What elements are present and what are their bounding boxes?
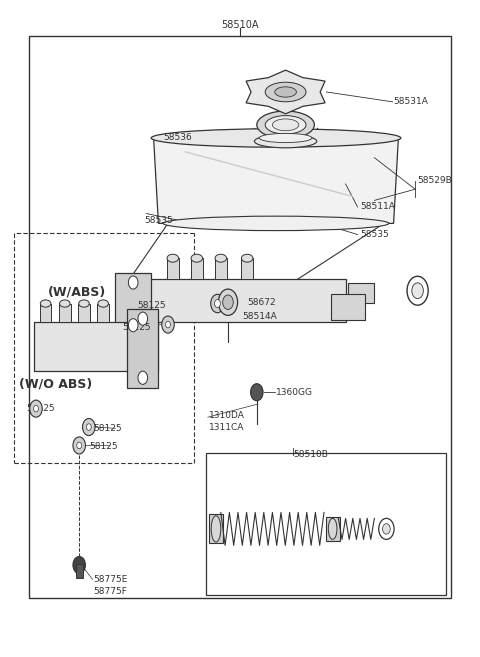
Text: 1311CA: 1311CA: [209, 422, 244, 432]
Circle shape: [383, 524, 390, 534]
Circle shape: [412, 283, 423, 299]
Text: 58125: 58125: [122, 323, 151, 332]
Text: (W/ABS): (W/ABS): [48, 286, 106, 299]
Text: 58775E: 58775E: [94, 575, 128, 584]
Bar: [29, 36, 451, 598]
Ellipse shape: [254, 135, 317, 148]
Circle shape: [30, 400, 42, 417]
Bar: [209, 514, 223, 543]
Circle shape: [211, 294, 224, 313]
Ellipse shape: [328, 518, 337, 539]
Circle shape: [138, 371, 148, 384]
Bar: [97, 304, 109, 322]
Circle shape: [218, 289, 238, 315]
Circle shape: [77, 442, 82, 449]
Circle shape: [251, 384, 263, 401]
Ellipse shape: [215, 254, 227, 262]
Text: 58535: 58535: [360, 230, 389, 239]
Text: 58672: 58672: [247, 298, 276, 307]
Circle shape: [86, 424, 91, 430]
Bar: [167, 258, 179, 279]
Ellipse shape: [191, 254, 203, 262]
Circle shape: [379, 518, 394, 539]
Text: 58535: 58535: [144, 215, 173, 225]
Ellipse shape: [211, 516, 221, 542]
Ellipse shape: [60, 300, 70, 307]
Bar: [215, 258, 227, 279]
Circle shape: [166, 321, 170, 328]
Bar: [191, 258, 203, 279]
Bar: [40, 304, 51, 322]
Text: 58510B: 58510B: [293, 450, 328, 459]
Circle shape: [83, 419, 95, 436]
Bar: [206, 453, 446, 595]
Polygon shape: [115, 273, 151, 335]
Bar: [326, 517, 340, 541]
Ellipse shape: [275, 87, 296, 97]
Ellipse shape: [241, 254, 253, 262]
Bar: [76, 564, 83, 578]
Circle shape: [128, 276, 138, 289]
Circle shape: [34, 405, 38, 412]
Bar: [59, 304, 71, 322]
Polygon shape: [154, 138, 398, 223]
Text: 1360GG: 1360GG: [276, 388, 313, 397]
Ellipse shape: [257, 111, 314, 139]
Text: 58531A: 58531A: [394, 97, 429, 106]
Bar: [241, 258, 253, 279]
Text: (W/O ABS): (W/O ABS): [19, 378, 93, 391]
Circle shape: [138, 312, 148, 325]
Circle shape: [223, 295, 233, 309]
Ellipse shape: [163, 216, 389, 231]
Bar: [348, 283, 374, 302]
Circle shape: [162, 316, 174, 333]
Circle shape: [128, 319, 138, 332]
Text: 58125: 58125: [137, 301, 166, 310]
Polygon shape: [127, 309, 158, 388]
Ellipse shape: [79, 300, 89, 307]
Polygon shape: [246, 70, 325, 114]
Ellipse shape: [265, 116, 306, 134]
Circle shape: [73, 556, 85, 574]
Ellipse shape: [40, 300, 51, 307]
Ellipse shape: [151, 129, 401, 147]
Circle shape: [215, 300, 220, 307]
Ellipse shape: [272, 119, 299, 131]
Text: 58510A: 58510A: [221, 20, 259, 30]
Bar: [78, 304, 90, 322]
Ellipse shape: [259, 133, 312, 143]
Circle shape: [73, 437, 85, 454]
Text: 1310DA: 1310DA: [209, 411, 245, 420]
Bar: [120, 279, 346, 322]
Bar: [331, 294, 365, 321]
Text: 58529B: 58529B: [418, 176, 452, 185]
Text: 58536: 58536: [163, 133, 192, 143]
Text: 58775F: 58775F: [94, 587, 128, 596]
Ellipse shape: [265, 82, 306, 102]
Text: 58125: 58125: [94, 424, 122, 433]
Text: 58514A: 58514A: [242, 312, 277, 321]
Bar: [34, 322, 158, 371]
Text: 58125: 58125: [89, 442, 118, 451]
Ellipse shape: [167, 254, 179, 262]
Circle shape: [407, 277, 428, 306]
Text: 58511A: 58511A: [360, 202, 395, 212]
Text: 58125: 58125: [26, 404, 55, 413]
Ellipse shape: [98, 300, 108, 307]
